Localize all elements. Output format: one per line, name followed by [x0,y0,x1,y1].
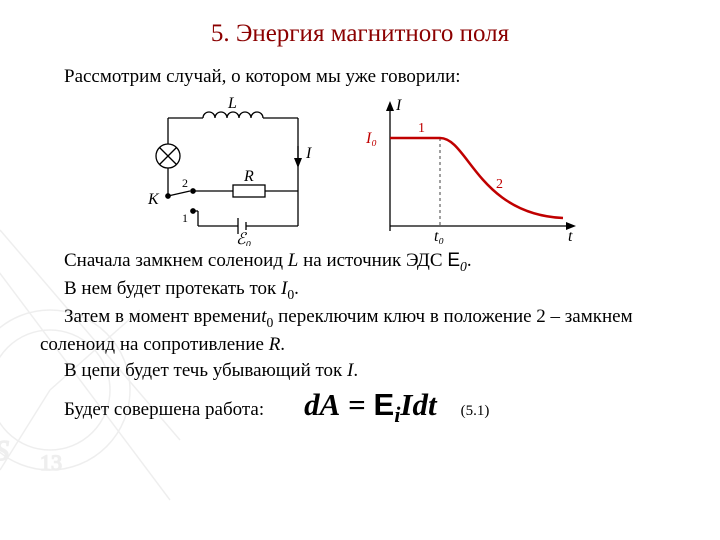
label-K: K [147,191,160,208]
para-6: Будет совершена работа: [40,397,264,423]
label-pos1: 1 [182,211,188,225]
label-I-circuit: I [305,145,312,162]
decay-graph: I t I₀ t₀ 1 2 [348,96,583,246]
label-R: R [243,168,254,185]
equation-number: (5.1) [461,401,490,421]
label-I0: I₀ [365,130,377,147]
figures-row: L K 2 1 R [40,96,680,246]
formula-line: Будет совершена работа: dA = EiIdt (5.1) [40,384,680,430]
label-seg2: 2 [496,177,503,192]
svg-text:S: S [0,436,9,467]
label-I-axis: I [395,97,402,114]
svg-text:13: 13 [40,450,62,475]
page-title: 5. Энергия магнитного поля [0,0,720,48]
para-4: Затем в момент времени t0 переключим клю… [40,304,680,358]
content-block: Рассмотрим случай, о котором мы уже гово… [0,48,720,430]
label-t-axis: t [568,228,573,245]
label-t0: t₀ [434,228,444,245]
para-3: В нем будет протекать ток I0. [40,276,680,304]
intro-text: Рассмотрим случай, о котором мы уже гово… [40,64,680,90]
label-seg1: 1 [418,121,425,136]
para-2: Сначала замкнем соленоид L на источник Э… [40,248,680,276]
label-L: L [227,96,237,112]
para-5: В цепи будет течь убывающий ток I. [40,358,680,384]
circuit-diagram: L K 2 1 R [138,96,328,246]
label-pos2: 2 [182,176,188,190]
formula: dA = EiIdt [304,384,436,430]
label-emf: ℰ₀ [236,231,251,246]
